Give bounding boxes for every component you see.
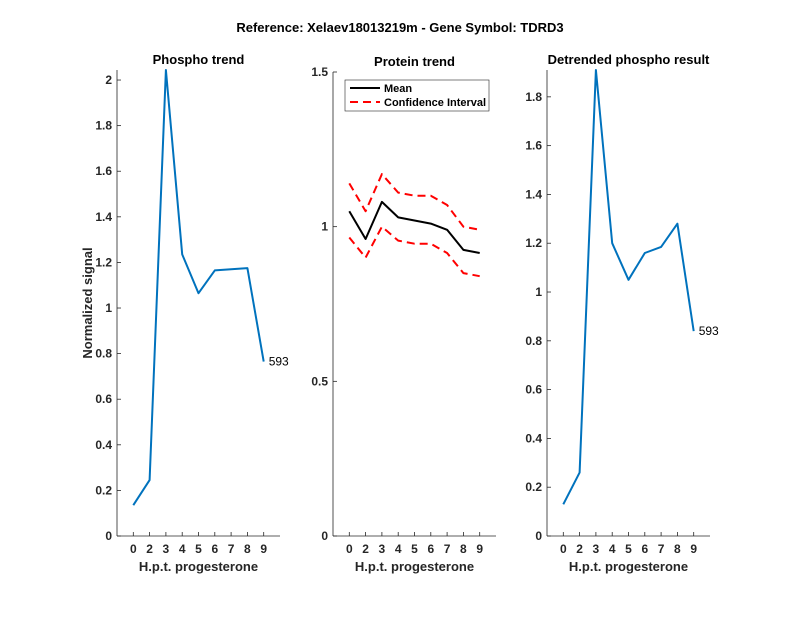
y-tick-label: 1.5 — [311, 65, 328, 79]
subplot-title: Protein trend — [374, 54, 455, 69]
x-tick-label: 6 — [641, 542, 648, 556]
y-tick-label: 0 — [105, 529, 112, 543]
x-tick-label: 3 — [163, 542, 170, 556]
legend-entry: Confidence Interval — [384, 97, 486, 109]
series-line-1 — [562, 69, 695, 505]
point-annotation: 593 — [269, 355, 289, 369]
x-axis-label: H.p.t. progesterone — [139, 559, 258, 574]
x-tick-label: 5 — [625, 542, 632, 556]
y-tick-label: 0.4 — [95, 438, 112, 452]
x-tick-label: 0 — [346, 542, 353, 556]
y-tick-label: 1.2 — [95, 255, 112, 269]
x-tick-label: 9 — [690, 542, 697, 556]
subplot-1: 00.20.40.60.811.21.41.61.820 2 3 4 5 6 7 8 9Phos… — [80, 52, 289, 574]
x-axis-label: H.p.t. progesterone — [355, 559, 474, 574]
y-tick-label: 1.8 — [525, 90, 542, 104]
x-tick-label: 9 — [260, 542, 267, 556]
y-tick-label: 1.4 — [95, 210, 112, 224]
x-tick-label: 0 — [130, 542, 137, 556]
x-tick-label: 6 — [427, 542, 434, 556]
y-tick-label: 0 — [535, 529, 542, 543]
y-axis-label: Normalized signal — [80, 247, 95, 358]
x-tick-label: 3 — [379, 542, 386, 556]
y-tick-label: 1 — [105, 301, 112, 315]
x-tick-label: 2 — [146, 542, 153, 556]
y-tick-label: 0.5 — [311, 374, 328, 388]
figure-title: Reference: Xelaev18013219m - Gene Symbol… — [236, 20, 563, 35]
x-tick-label: 2 — [362, 542, 369, 556]
x-tick-label: 5 — [195, 542, 202, 556]
x-tick-label: 3 — [593, 542, 600, 556]
x-tick-label: 9 — [476, 542, 483, 556]
y-tick-label: 2 — [105, 73, 112, 87]
subplot-title: Phospho trend — [153, 52, 245, 67]
x-tick-label: 8 — [460, 542, 467, 556]
y-tick-label: 0.6 — [525, 383, 542, 397]
y-tick-label: 0.4 — [525, 431, 542, 445]
subplot-title: Detrended phospho result — [548, 52, 710, 67]
x-tick-label: 4 — [609, 542, 616, 556]
y-tick-label: 1 — [321, 220, 328, 234]
x-tick-label: 4 — [395, 542, 402, 556]
y-tick-label: 0.8 — [95, 347, 112, 361]
point-annotation: 593 — [699, 324, 719, 338]
x-tick-label: 2 — [576, 542, 583, 556]
x-tick-label: 4 — [179, 542, 186, 556]
subplot-3: 00.20.40.60.811.21.41.61.80 2 3 4 5 6 7 8 9Detre… — [525, 52, 719, 574]
y-tick-label: 0.2 — [95, 483, 112, 497]
x-axis-label: H.p.t. progesterone — [569, 559, 688, 574]
x-tick-label: 7 — [444, 542, 451, 556]
x-tick-label: 6 — [211, 542, 218, 556]
series-line-mean — [348, 200, 480, 254]
legend-entry: Mean — [384, 83, 412, 95]
x-tick-label: 7 — [658, 542, 665, 556]
x-tick-label: 8 — [244, 542, 251, 556]
x-tick-label: 0 — [560, 542, 567, 556]
y-tick-label: 0.6 — [95, 392, 112, 406]
series-line-confidence-interval — [348, 173, 480, 231]
series-line-1 — [132, 69, 265, 506]
y-tick-label: 1 — [535, 285, 542, 299]
y-tick-label: 0.8 — [525, 334, 542, 348]
x-tick-label: 5 — [411, 542, 418, 556]
y-tick-label: 0 — [321, 529, 328, 543]
x-tick-label: 7 — [228, 542, 235, 556]
legend: Mean Confidence Interval — [344, 79, 490, 112]
y-tick-label: 1.6 — [95, 164, 112, 178]
series-line-3 — [348, 225, 480, 278]
y-tick-label: 1.2 — [525, 236, 542, 250]
y-tick-label: 1.8 — [95, 119, 112, 133]
x-tick-label: 8 — [674, 542, 681, 556]
y-tick-label: 1.4 — [525, 187, 542, 201]
y-tick-label: 0.2 — [525, 480, 542, 494]
legend-box — [344, 79, 490, 112]
y-tick-label: 1.6 — [525, 139, 542, 153]
